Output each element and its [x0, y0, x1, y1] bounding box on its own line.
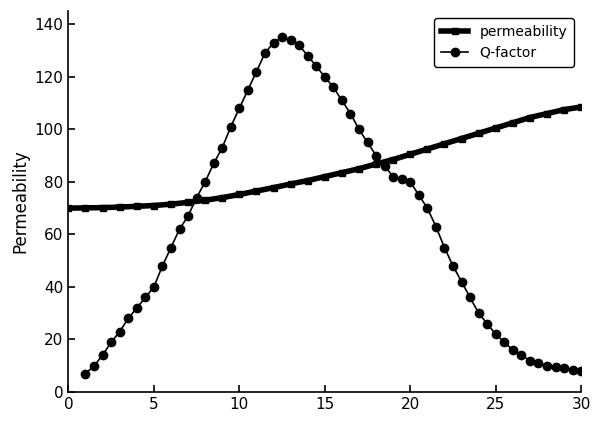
permeability — [355, 166, 362, 171]
permeability — [202, 198, 209, 203]
Q-factor — [159, 264, 166, 269]
Q-factor — [82, 371, 89, 376]
Q-factor — [577, 368, 585, 374]
Line: Q-factor: Q-factor — [81, 33, 585, 378]
Q-factor — [99, 353, 106, 358]
Line: permeability: permeability — [65, 104, 585, 212]
permeability — [253, 189, 260, 194]
permeability — [389, 157, 397, 162]
Q-factor — [449, 264, 456, 269]
permeability — [407, 152, 414, 157]
Q-factor — [133, 305, 140, 310]
permeability — [458, 136, 465, 141]
permeability — [99, 205, 106, 210]
permeability — [236, 192, 243, 197]
permeability — [287, 181, 294, 187]
permeability — [133, 204, 140, 209]
permeability — [544, 111, 551, 116]
permeability — [373, 162, 380, 167]
permeability — [560, 107, 568, 112]
permeability — [82, 205, 89, 210]
permeability — [116, 205, 123, 210]
permeability — [475, 131, 482, 136]
permeability — [526, 115, 533, 120]
permeability — [304, 178, 311, 183]
permeability — [150, 203, 158, 208]
permeability — [65, 206, 72, 211]
permeability — [441, 141, 448, 146]
permeability — [577, 104, 585, 110]
Y-axis label: Permeability: Permeability — [11, 150, 29, 253]
permeability — [492, 126, 499, 131]
Q-factor — [210, 161, 217, 166]
permeability — [424, 146, 431, 151]
Legend: permeability, Q-factor: permeability, Q-factor — [433, 18, 574, 67]
permeability — [321, 174, 329, 179]
permeability — [509, 120, 517, 125]
Q-factor — [279, 35, 286, 40]
permeability — [338, 170, 346, 175]
permeability — [219, 195, 226, 200]
permeability — [167, 202, 175, 207]
permeability — [184, 200, 191, 205]
permeability — [270, 185, 277, 190]
Q-factor — [347, 111, 354, 116]
